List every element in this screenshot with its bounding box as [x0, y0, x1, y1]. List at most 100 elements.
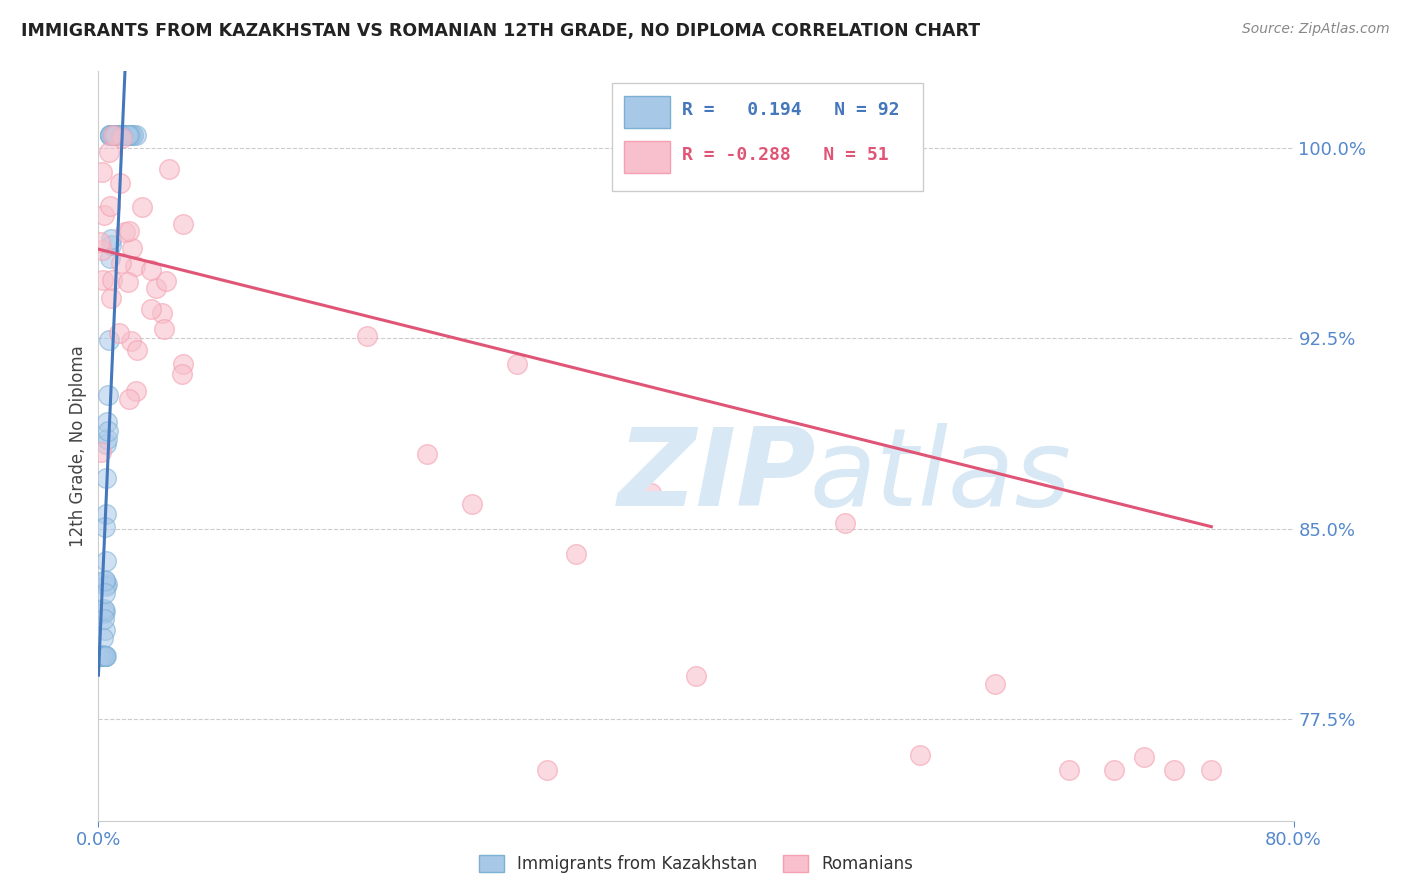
Point: [1133, 750, 1156, 764]
Point: [91, 648, 114, 662]
Point: [91, 648, 114, 663]
Point: [100, 232, 122, 246]
Point: [150, 305, 173, 319]
Point: [89, 648, 111, 663]
Point: [89, 648, 111, 663]
Point: [94, 520, 117, 534]
Point: [91, 648, 114, 663]
Point: [90, 648, 112, 663]
Point: [93, 648, 115, 663]
Point: [93, 208, 115, 222]
Point: [96, 577, 118, 591]
Point: [91, 243, 114, 257]
Point: [117, 276, 139, 290]
Point: [100, 128, 122, 142]
Legend: Immigrants from Kazakhstan, Romanians: Immigrants from Kazakhstan, Romanians: [472, 848, 920, 880]
Point: [96, 415, 118, 429]
Point: [125, 128, 148, 142]
Point: [103, 128, 125, 142]
Point: [565, 547, 588, 561]
Point: [90, 648, 112, 663]
Point: [416, 447, 439, 461]
Point: [94, 648, 117, 663]
Point: [118, 128, 141, 142]
Point: [94, 604, 117, 618]
Text: Source: ZipAtlas.com: Source: ZipAtlas.com: [1241, 22, 1389, 37]
Point: [120, 128, 142, 142]
Y-axis label: 12th Grade, No Diploma: 12th Grade, No Diploma: [69, 345, 87, 547]
Point: [103, 128, 125, 142]
Point: [110, 131, 132, 145]
Point: [124, 384, 146, 399]
Point: [139, 302, 162, 317]
Point: [172, 217, 194, 231]
Text: IMMIGRANTS FROM KAZAKHSTAN VS ROMANIAN 12TH GRADE, NO DIPLOMA CORRELATION CHART: IMMIGRANTS FROM KAZAKHSTAN VS ROMANIAN 1…: [21, 22, 980, 40]
Point: [104, 128, 127, 142]
Point: [124, 259, 146, 273]
Point: [89, 648, 111, 663]
Point: [98, 128, 121, 142]
Point: [89, 648, 111, 663]
Point: [91, 648, 114, 663]
Point: [100, 291, 122, 305]
Point: [90, 648, 112, 663]
Point: [91, 648, 114, 663]
Point: [96, 554, 118, 568]
Point: [110, 255, 132, 269]
Text: R =   0.194   N = 92: R = 0.194 N = 92: [682, 102, 898, 120]
Point: [101, 128, 124, 142]
Point: [461, 497, 484, 511]
Point: [115, 128, 138, 142]
Point: [93, 648, 115, 663]
FancyBboxPatch shape: [624, 141, 669, 172]
Point: [94, 574, 117, 588]
Point: [118, 128, 141, 142]
Point: [1163, 763, 1185, 777]
Point: [90, 648, 112, 663]
Point: [91, 648, 114, 663]
Point: [87, 648, 110, 663]
Point: [91, 648, 114, 663]
Point: [112, 128, 135, 142]
Point: [127, 343, 149, 357]
Point: [93, 648, 115, 663]
Point: [90, 648, 112, 663]
Point: [91, 648, 114, 663]
Point: [98, 251, 121, 265]
Point: [93, 648, 115, 663]
Point: [94, 437, 117, 451]
Point: [90, 648, 112, 663]
Point: [91, 648, 114, 663]
Point: [89, 648, 111, 663]
Text: ZIP: ZIP: [619, 423, 817, 529]
Point: [107, 128, 129, 142]
Point: [131, 201, 153, 215]
Point: [93, 648, 115, 663]
Point: [91, 165, 114, 179]
Point: [120, 334, 142, 348]
Point: [94, 579, 117, 593]
Point: [97, 388, 120, 402]
Point: [107, 128, 129, 142]
Point: [103, 128, 125, 142]
Point: [98, 128, 121, 142]
Point: [91, 273, 114, 287]
Point: [108, 326, 131, 340]
Point: [107, 128, 129, 142]
Point: [908, 747, 931, 762]
Point: [98, 199, 121, 213]
Point: [94, 648, 117, 663]
Point: [94, 623, 117, 637]
Point: [101, 273, 124, 287]
Point: [97, 425, 120, 439]
Point: [97, 333, 120, 347]
Point: [97, 145, 120, 159]
Point: [536, 763, 558, 777]
Point: [121, 241, 143, 255]
Point: [103, 128, 125, 142]
Point: [87, 648, 110, 663]
Point: [110, 176, 132, 190]
Point: [91, 648, 114, 663]
Point: [94, 648, 117, 663]
Point: [834, 516, 856, 530]
